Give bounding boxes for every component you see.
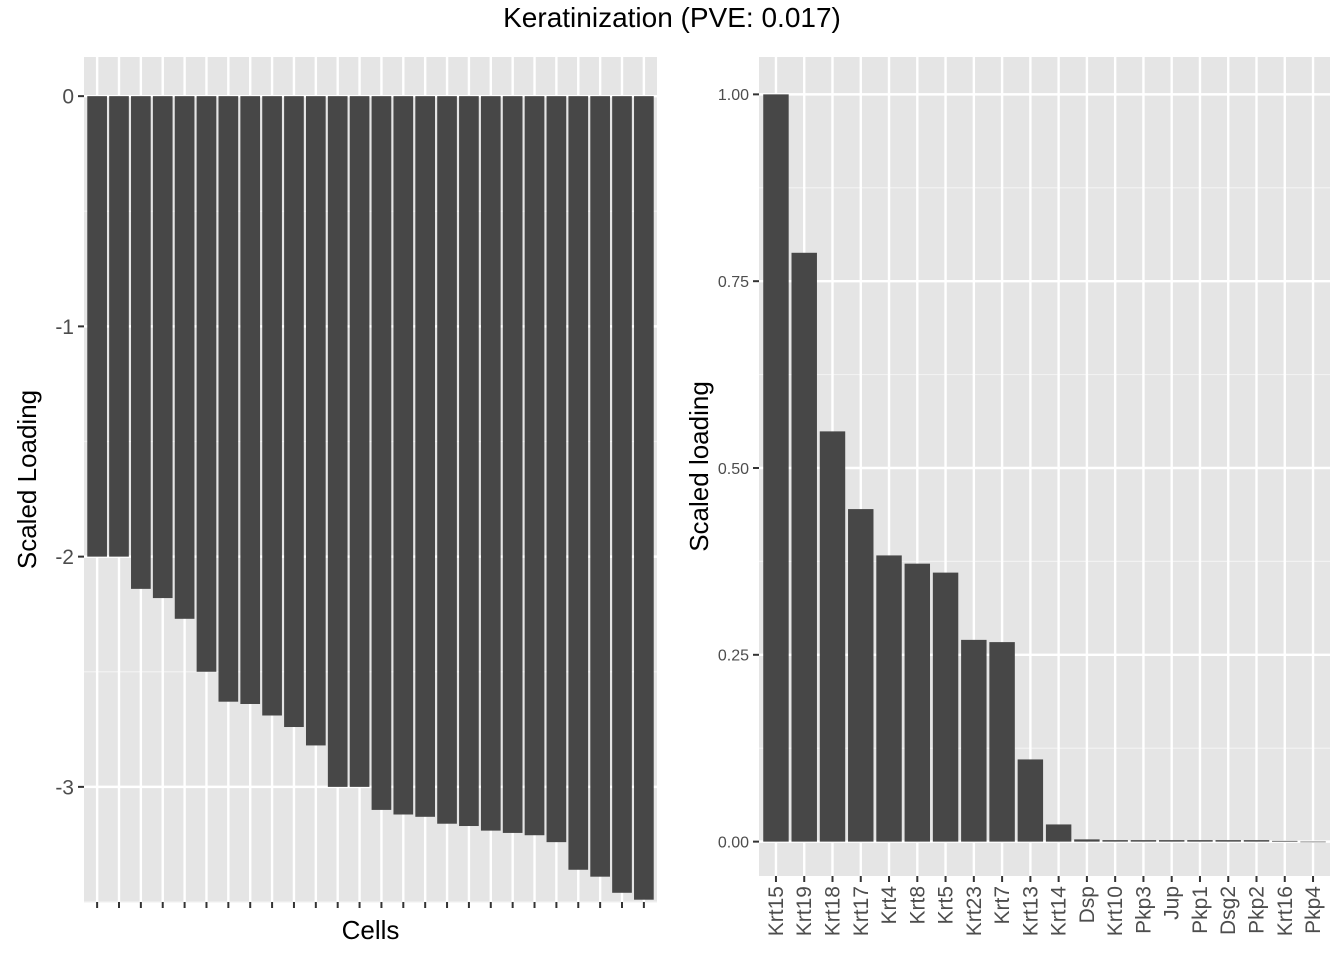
y-tick-label: 0.25 (718, 648, 749, 665)
bar (459, 96, 479, 827)
bar (876, 555, 902, 842)
y-axis-title: Scaled loading (684, 381, 714, 552)
bar (109, 96, 129, 557)
bar (284, 96, 304, 728)
bar (546, 96, 567, 843)
x-tick-label: Krt18 (821, 886, 844, 936)
bar (393, 96, 414, 815)
bar (502, 96, 523, 833)
bar (218, 96, 239, 702)
x-tick-label: Krt7 (991, 886, 1014, 925)
bar (904, 563, 931, 842)
x-tick-label: Krt23 (963, 886, 986, 936)
bar (1187, 840, 1213, 842)
bar (305, 96, 326, 746)
left-panel: 0 -1 -2 -3 Scaled Loading Cells (12, 57, 657, 945)
y-tick-label: -3 (55, 776, 74, 799)
bar (590, 96, 610, 877)
bar (371, 96, 392, 810)
bar (524, 96, 545, 836)
chart-title: Keratinization (PVE: 0.017) (503, 2, 841, 33)
bar (196, 96, 217, 672)
x-tick-label: Krt14 (1048, 886, 1071, 937)
y-tick-label: -1 (55, 316, 74, 339)
right-panel: 0.00 0.25 0.50 0.75 1.00 Krt15 Krt19 Krt18 Krt17… (684, 57, 1330, 936)
y-axis-title: Scaled Loading (12, 390, 42, 569)
bar (415, 96, 436, 817)
bar (1130, 840, 1157, 842)
x-tick-label: Krt13 (1019, 886, 1042, 936)
x-tick-label: Dsp (1076, 886, 1099, 923)
bar (791, 252, 817, 842)
bar (568, 96, 589, 870)
bar (1045, 824, 1072, 842)
y-tick-label: 0.75 (718, 274, 749, 291)
bar (1102, 840, 1128, 842)
bar (763, 94, 789, 842)
bar (1243, 840, 1270, 842)
y-tick-label: 0.50 (718, 461, 749, 478)
x-tick-label: Krt5 (935, 886, 958, 925)
bar (1272, 840, 1298, 842)
bar (989, 642, 1015, 842)
bar (932, 572, 959, 842)
y-tick-label: 0 (62, 86, 74, 109)
x-tick-label: Krt17 (850, 886, 873, 936)
y-tick-label: 0.00 (718, 834, 749, 851)
bar (1017, 759, 1044, 842)
x-tick-label: Dsg2 (1217, 886, 1240, 935)
bar (131, 96, 151, 589)
bar (819, 431, 846, 842)
x-tick-label: Pkp3 (1132, 886, 1155, 934)
bar (349, 96, 370, 787)
bar (1158, 840, 1185, 842)
x-axis-title: Cells (342, 915, 400, 945)
x-tick-label: Pkp4 (1302, 886, 1325, 934)
x-tick-label: Jup (1161, 886, 1184, 920)
bar (1074, 839, 1100, 842)
bar (262, 96, 282, 716)
x-tick-label: Krt19 (793, 886, 816, 936)
x-tick-label: Krt8 (906, 886, 929, 925)
y-tick-label: -2 (55, 546, 74, 569)
x-tick-label: Krt10 (1104, 886, 1127, 936)
bar (174, 96, 195, 619)
x-tick-label: Pkp2 (1246, 886, 1269, 934)
bar (480, 96, 501, 831)
x-tick-label: Krt15 (765, 886, 788, 936)
bar (87, 96, 107, 557)
bar (327, 96, 348, 787)
x-tick-label: Krt16 (1274, 886, 1297, 936)
bar (1300, 841, 1326, 843)
bar (437, 96, 457, 824)
x-tick-label: Pkp1 (1189, 886, 1212, 934)
bar (848, 509, 874, 842)
bar (961, 639, 987, 842)
bar (152, 96, 173, 599)
bar (240, 96, 261, 704)
y-tick-label: 1.00 (718, 87, 749, 104)
bar (1215, 840, 1241, 842)
bar (634, 96, 654, 900)
bar (612, 96, 632, 893)
x-tick-label: Krt4 (878, 886, 901, 925)
